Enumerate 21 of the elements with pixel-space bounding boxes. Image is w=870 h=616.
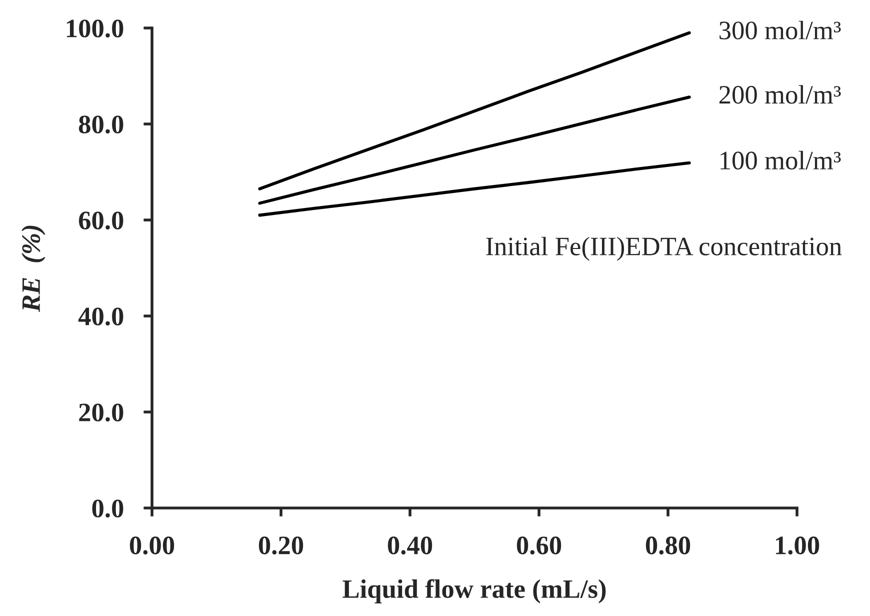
y-axis-title: RE (%) [21,226,46,312]
series-label: 300 mol/m³ [720,20,841,40]
x-tick-label: 1.00 [776,536,820,554]
y-tick-label: 20.0 [79,404,124,422]
series-label: 100 mol/m³ [720,150,841,170]
line-series [258,161,691,217]
y-tick-label: 80.0 [78,116,124,134]
x-tick-label: 0.00 [130,536,174,554]
line-series [258,31,691,190]
y-tick-label: 40.0 [78,308,124,326]
x-tick-label: 0.80 [646,536,690,554]
x-tick-label: 0.40 [388,536,432,554]
x-tick-label: 0.20 [258,536,304,554]
y-tick-label: 100.0 [66,20,124,38]
x-tick-label: 0.60 [516,536,562,554]
y-tick-label: 0.0 [92,500,124,518]
line-series [258,96,691,205]
annotation: Initial Fe(III)EDTA concentration [486,236,842,261]
x-axis-title: Liquid flow rate (mL/s) [342,579,606,604]
series-label: 200 mol/m³ [719,85,841,104]
y-tick-label: 60.0 [78,212,124,230]
